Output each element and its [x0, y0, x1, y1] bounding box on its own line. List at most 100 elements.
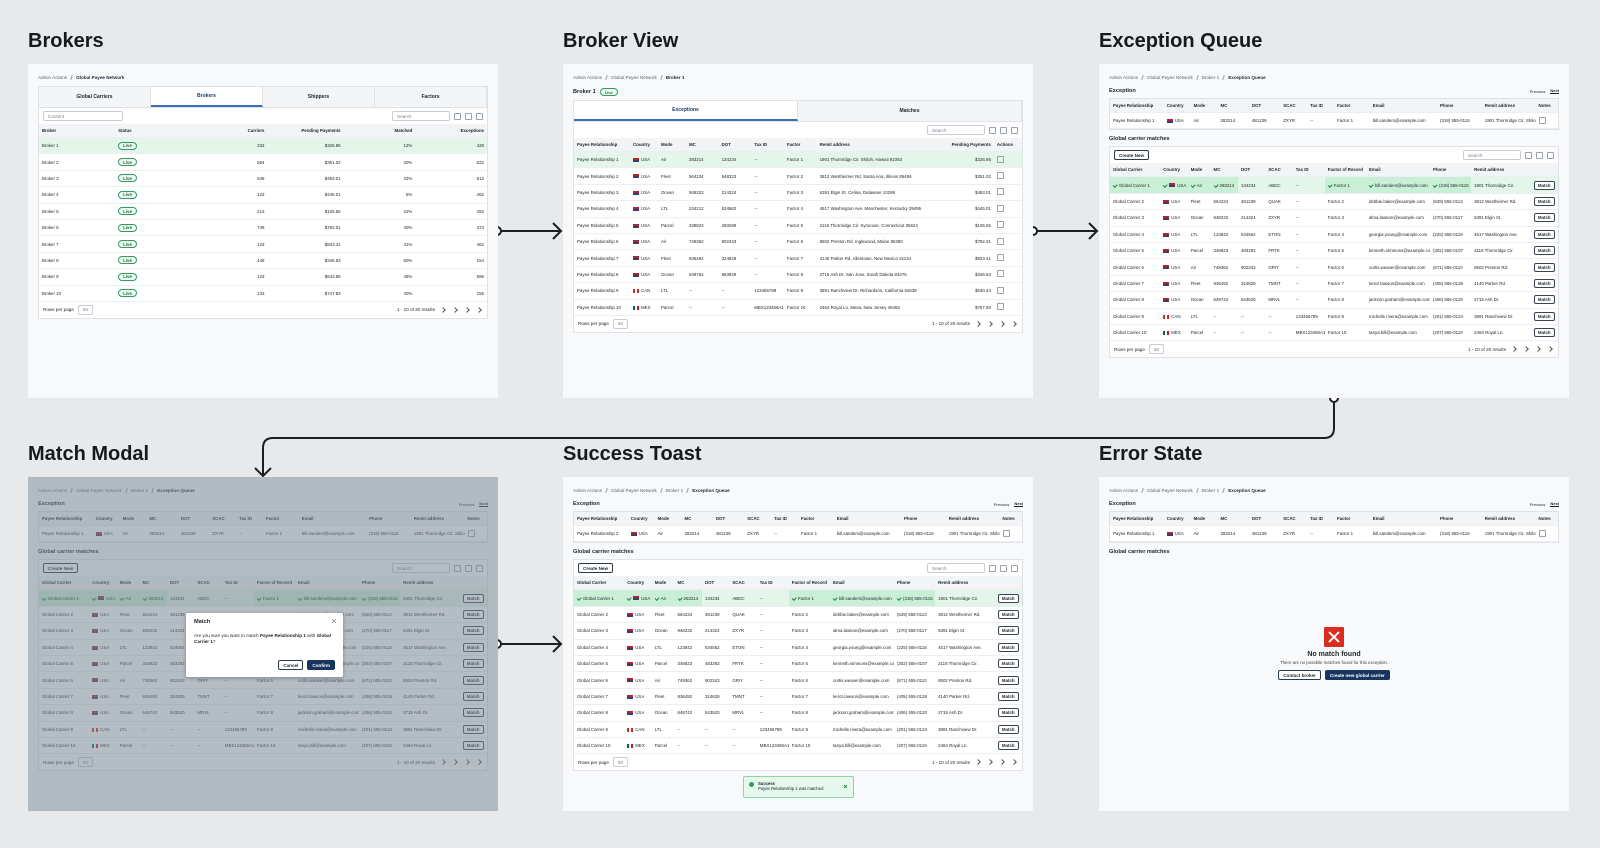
- table-row[interactable]: Global Carrier 3 USA Ocean 948232 214324 ZXYR…: [574, 622, 1022, 640]
- breadcrumb-item[interactable]: Admin Actions: [573, 74, 603, 80]
- page-arrow[interactable]: [476, 307, 482, 313]
- toolbar-icon[interactable]: [989, 126, 996, 134]
- next-link[interactable]: Next: [1550, 88, 1559, 94]
- row-action-icon[interactable]: [996, 303, 1004, 311]
- toolbar-icon[interactable]: [1011, 564, 1018, 572]
- table-row[interactable]: Global Carrier 4 USA LTL 123842 534562 ETON --…: [1110, 226, 1558, 243]
- table-row[interactable]: Broker 5 Live 213 $105.55 22% 253: [39, 203, 487, 220]
- table-row[interactable]: Global Carrier 10 MEX Parcel -- -- -- MBX12345…: [1110, 324, 1558, 342]
- breadcrumb-item[interactable]: Admin Actions: [573, 487, 603, 493]
- match-button[interactable]: Match: [997, 708, 1019, 718]
- table-row[interactable]: Global Carrier 9 CAN LTL -- -- -- 123456789 Fac…: [574, 721, 1022, 738]
- table-row[interactable]: Global Carrier 7 USA Fleet 836492 324829 TMNT…: [1110, 275, 1558, 293]
- match-button[interactable]: Match: [997, 659, 1019, 669]
- page-arrow[interactable]: [999, 759, 1005, 766]
- toolbar-icon[interactable]: [1547, 151, 1554, 159]
- page-arrow[interactable]: [999, 321, 1005, 327]
- match-button[interactable]: Match: [1533, 262, 1555, 272]
- row-action-icon[interactable]: [1538, 529, 1546, 537]
- page-arrow[interactable]: [1523, 346, 1529, 353]
- table-row[interactable]: Global Carrier 6 USA Air 749362 902343 GRIY --…: [574, 671, 1022, 689]
- match-button[interactable]: Match: [997, 741, 1019, 751]
- toolbar-icon[interactable]: [1536, 151, 1543, 159]
- table-row[interactable]: Global Carrier 5 USA Parcel 348823 483283 FRT…: [1110, 242, 1558, 260]
- table-row[interactable]: Broker 10 Live 133 $747.83 40% 155: [39, 285, 487, 302]
- row-action-icon[interactable]: [1538, 116, 1546, 124]
- search-input[interactable]: Search: [927, 125, 985, 135]
- row-action-icon[interactable]: [996, 155, 1004, 163]
- page-arrow[interactable]: [1011, 321, 1017, 327]
- row-action-icon[interactable]: [996, 286, 1004, 294]
- breadcrumb-item[interactable]: Global Payee Network: [1147, 74, 1193, 80]
- table-row[interactable]: Global Carrier 9 CAN LTL -- -- -- 123456789 Fac…: [1110, 308, 1558, 325]
- row-action-icon[interactable]: [1002, 529, 1010, 537]
- match-button[interactable]: Match: [1533, 311, 1555, 321]
- breadcrumb-item[interactable]: Broker 1: [665, 74, 685, 80]
- table-row[interactable]: Global Carrier 5 USA Parcel 348823 483283 FRT…: [574, 655, 1022, 673]
- create-new-button[interactable]: Create New: [578, 563, 614, 574]
- match-button[interactable]: Match: [997, 675, 1019, 685]
- page-arrow[interactable]: [975, 759, 981, 766]
- toolbar-icon[interactable]: [1525, 151, 1532, 159]
- breadcrumb-item[interactable]: Exception Queue: [1228, 487, 1266, 493]
- tab[interactable]: Brokers: [151, 87, 263, 107]
- match-button[interactable]: Match: [997, 609, 1019, 619]
- tab[interactable]: Matches: [798, 101, 1022, 121]
- page-arrow[interactable]: [452, 307, 458, 313]
- breadcrumb-item[interactable]: Admin Actions: [38, 74, 68, 80]
- match-button[interactable]: Match: [997, 691, 1019, 701]
- row-action-icon[interactable]: [996, 254, 1004, 262]
- table-row[interactable]: Payee Relationship 6 USA Air 749362 902343 --…: [574, 233, 1022, 251]
- table-row[interactable]: Global Carrier 4 USA LTL 123842 534562 ETON --…: [574, 639, 1022, 656]
- breadcrumb-item[interactable]: Broker 1: [665, 487, 684, 493]
- row-action-icon[interactable]: [996, 172, 1004, 180]
- row-action-icon[interactable]: [996, 204, 1004, 212]
- toolbar-icon[interactable]: [989, 564, 996, 572]
- tab[interactable]: Exceptions: [574, 101, 798, 121]
- search-input[interactable]: Search: [1463, 150, 1521, 161]
- match-button[interactable]: Match: [997, 724, 1019, 734]
- tab[interactable]: Shippers: [263, 87, 375, 107]
- breadcrumb-item[interactable]: Admin Actions: [1109, 487, 1139, 493]
- toast-close[interactable]: [844, 785, 847, 788]
- table-row[interactable]: Payee Relationship 9 CAN LTL -- -- 123456789 F…: [574, 282, 1022, 300]
- table-row[interactable]: Global Carrier 2 USA Fleet 564234 481239 QUAK…: [1110, 193, 1558, 211]
- breadcrumb-item[interactable]: Admin Actions: [1109, 74, 1139, 80]
- create-carrier-button[interactable]: Create new global carrier: [1324, 670, 1390, 680]
- close-button[interactable]: [332, 619, 336, 623]
- match-button[interactable]: Match: [997, 626, 1019, 636]
- table-row[interactable]: Payee Relationship 1 USA Air 283214 481239 ZX…: [1110, 525, 1558, 543]
- match-button[interactable]: Match: [1533, 213, 1555, 223]
- row-action-icon[interactable]: [996, 237, 1004, 245]
- page-arrow[interactable]: [464, 307, 470, 313]
- table-row[interactable]: Broker 4 Live 123 $445.01 5% 452: [39, 186, 487, 204]
- breadcrumb-item[interactable]: Exception Queue: [692, 487, 730, 493]
- cancel-button[interactable]: Cancel: [278, 660, 304, 670]
- match-button[interactable]: Match: [1533, 180, 1555, 190]
- table-row[interactable]: Global Carrier 7 USA Fleet 836492 324829 TMNT…: [574, 688, 1022, 706]
- breadcrumb-item[interactable]: Exception Queue: [1228, 74, 1266, 80]
- page-arrow[interactable]: [1511, 346, 1517, 353]
- table-row[interactable]: Payee Relationship 10 MEX Parcel -- -- MBX123…: [574, 299, 1022, 316]
- next-link[interactable]: Next: [1014, 501, 1023, 507]
- previous-link[interactable]: Previous: [1529, 501, 1546, 507]
- page-size-select[interactable]: 50: [612, 318, 629, 329]
- match-button[interactable]: Match: [1533, 328, 1555, 338]
- toolbar-icon[interactable]: [1000, 126, 1007, 134]
- confirm-button[interactable]: Confirm: [307, 660, 335, 670]
- toolbar-icon[interactable]: [1000, 564, 1007, 572]
- page-size-select[interactable]: 50: [612, 757, 629, 768]
- filter-dropdown[interactable]: Content: [43, 111, 123, 121]
- table-row[interactable]: Payee Relationship 1 USA Air 283214 134234 --…: [574, 151, 1022, 169]
- table-row[interactable]: Payee Relationship 5 USA Parcel 338823 28328…: [574, 217, 1022, 234]
- match-button[interactable]: Match: [1533, 196, 1555, 206]
- search-input[interactable]: Search: [392, 111, 450, 121]
- breadcrumb-item[interactable]: Global Payee Network: [611, 487, 657, 493]
- table-row[interactable]: Payee Relationship 7 USA Fleet 836492 324829…: [574, 249, 1022, 267]
- table-row[interactable]: Payee Relationship 2 USA Fleet 564234 948323…: [574, 167, 1022, 185]
- match-button[interactable]: Match: [1533, 246, 1555, 256]
- table-row[interactable]: Broker 1 Live 332 $326.85 12% 428: [39, 137, 487, 155]
- row-action-icon[interactable]: [996, 188, 1004, 196]
- table-row[interactable]: Broker 6 Live 749 $782.01 40% 374: [39, 219, 487, 237]
- page-size-select[interactable]: 50: [77, 304, 94, 315]
